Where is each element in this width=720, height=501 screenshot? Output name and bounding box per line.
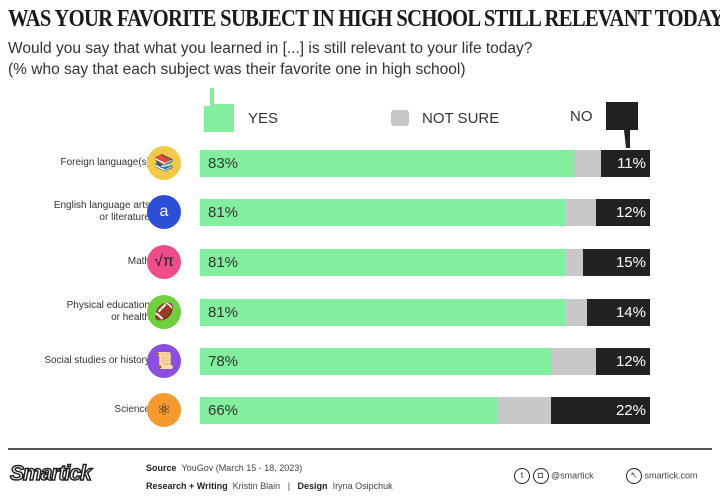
atom-icon: ⚛	[147, 393, 181, 427]
data-label: 83%	[208, 155, 239, 172]
twitter-icon[interactable]: t	[514, 468, 530, 484]
bar-segment-ns	[497, 397, 551, 424]
bar-segment-ns	[564, 299, 587, 326]
data-label: 12%	[615, 353, 646, 370]
data-label: 66%	[208, 402, 239, 419]
category-label: Social studies or history	[44, 355, 150, 367]
category-label-line: or health	[111, 312, 150, 323]
bar-segment-no: 12%	[596, 199, 650, 226]
football-icon: 🏈	[147, 295, 181, 329]
category-label-line: Science	[114, 404, 150, 415]
social-handle[interactable]: @smartick	[551, 470, 594, 481]
bar-row: 81% 15%	[200, 249, 650, 276]
bar-segment-yes: 66%	[200, 397, 497, 424]
data-label: 14%	[615, 304, 646, 321]
research-value: Kristin Blain	[232, 481, 281, 491]
bar-row: 83% 11%	[200, 150, 650, 177]
legend-no: NO	[570, 108, 593, 125]
category-label-line: Math	[127, 256, 150, 267]
subtitle-line-2: (% who say that each subject was their f…	[8, 61, 466, 78]
data-label: 11%	[617, 155, 646, 172]
bar-row: 66% 22%	[200, 397, 650, 424]
bar-segment-ns	[564, 249, 583, 276]
bar-row: 81% 14%	[200, 299, 650, 326]
category-label: Math	[128, 256, 150, 268]
smartick-logo: Smartick	[9, 461, 92, 486]
bar-segment-no: 15%	[582, 249, 650, 276]
legend-not-sure: NOT SURE	[422, 110, 500, 127]
bar-segment-yes: 83%	[200, 150, 574, 177]
bar-segment-no: 22%	[551, 397, 650, 424]
bar-segment-no: 12%	[596, 348, 650, 375]
chart-title: WAS YOUR FAVORITE SUBJECT IN HIGH SCHOOL…	[8, 6, 720, 32]
website-link[interactable]: smartick.com	[644, 470, 698, 481]
thumbs-up-icon	[204, 88, 234, 132]
category-label-line: Foreign language(s)	[60, 157, 151, 168]
math-symbols-icon: √π	[147, 245, 181, 279]
bar-row: 81% 12%	[200, 199, 650, 226]
source-label: Source	[146, 463, 177, 473]
footer-divider	[8, 448, 712, 450]
cursor-icon: ↖	[626, 468, 642, 484]
data-label: 12%	[615, 204, 646, 221]
category-label: Physical education or health	[67, 300, 150, 324]
data-label: 81%	[208, 204, 239, 221]
bar-segment-yes: 81%	[200, 249, 565, 276]
data-label: 81%	[208, 254, 239, 271]
bar-segment-ns	[573, 150, 601, 177]
thumbs-down-icon	[606, 102, 638, 148]
bar-segment-no: 11%	[600, 150, 650, 177]
category-label-line: Social studies or history	[44, 355, 150, 366]
separator: |	[287, 481, 291, 491]
legend-yes: YES	[248, 110, 279, 127]
category-label-line: or literature	[99, 212, 150, 223]
instagram-icon[interactable]: ◘	[532, 468, 549, 484]
bar-segment-ns	[564, 199, 596, 226]
bar-segment-ns	[551, 348, 596, 375]
bar-row: 78% 12%	[200, 348, 650, 375]
research-label: Research + Writing	[146, 481, 228, 491]
bar-segment-yes: 81%	[200, 199, 565, 226]
bar-segment-no: 14%	[587, 299, 650, 326]
bar-segment-yes: 81%	[200, 299, 565, 326]
category-label-line: Physical education	[66, 300, 150, 311]
category-label: Science	[114, 404, 150, 416]
history-icon: 📜	[147, 344, 181, 378]
bar-segment-yes: 78%	[200, 348, 551, 375]
design-value: Iryna Osipchuk	[332, 481, 393, 491]
category-label: English language arts or literature	[54, 200, 150, 224]
data-label: 81%	[208, 304, 239, 321]
design-label: Design	[297, 481, 328, 491]
source-value: YouGov (March 15 - 18, 2023)	[181, 463, 303, 473]
books-icon: 📚	[147, 146, 181, 180]
legend-not-sure-swatch	[391, 110, 409, 126]
dictionary-icon: a	[147, 195, 181, 229]
data-label: 15%	[615, 254, 646, 271]
data-label: 22%	[615, 402, 646, 419]
category-label-line: English language arts	[53, 200, 150, 211]
category-label: Foreign language(s)	[61, 157, 151, 169]
data-label: 78%	[208, 353, 239, 370]
subtitle-line-1: Would you say that what you learned in […	[8, 40, 533, 57]
